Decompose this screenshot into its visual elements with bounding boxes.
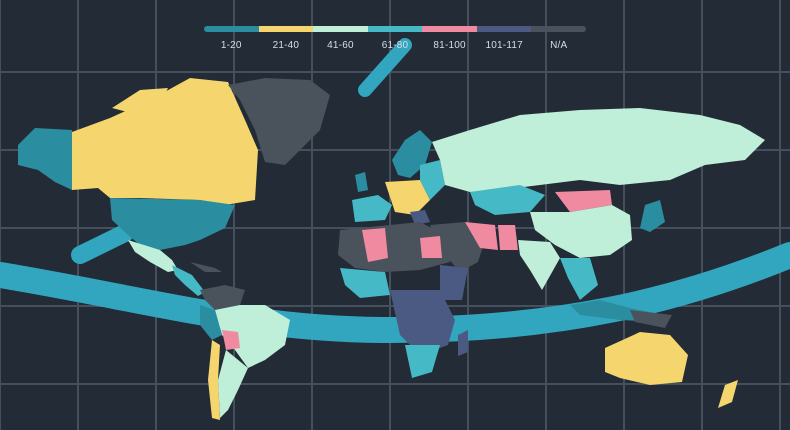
country-russia xyxy=(432,108,765,192)
country-india xyxy=(518,240,560,290)
country-central-europe xyxy=(385,180,430,215)
country-brazil xyxy=(215,305,290,368)
oceania xyxy=(605,310,738,408)
country-argentina xyxy=(218,350,248,418)
map-legend: 1-20 21-40 41-60 61-80 81-100 101-117 N/… xyxy=(204,26,586,56)
country-france-spain xyxy=(352,195,392,222)
country-mongolia xyxy=(555,190,612,212)
country-uk xyxy=(355,172,368,192)
legend-label: 61-80 xyxy=(381,40,409,51)
legend-swatch-101-117 xyxy=(476,26,532,32)
country-canada xyxy=(72,78,258,205)
country-central-africa xyxy=(390,290,455,355)
legend-swatch-1-20 xyxy=(204,26,259,32)
country-south-africa xyxy=(405,345,440,378)
caribbean xyxy=(190,262,222,272)
country-balkans xyxy=(410,210,430,225)
country-australia xyxy=(605,332,688,385)
country-west-africa xyxy=(340,268,390,298)
canada-islands xyxy=(112,88,168,114)
country-algeria xyxy=(362,228,388,262)
country-egypt xyxy=(420,236,442,258)
country-pakistan xyxy=(498,225,518,250)
north-america xyxy=(18,78,258,296)
legend-label: 1-20 xyxy=(220,40,242,51)
central-america xyxy=(172,265,205,296)
country-eastern-europe xyxy=(420,160,445,200)
africa xyxy=(338,222,468,378)
country-southeast-asia xyxy=(560,258,598,300)
country-peru xyxy=(200,305,222,340)
country-alaska xyxy=(18,128,72,190)
europe xyxy=(352,130,445,225)
legend-swatch-21-40 xyxy=(258,26,314,32)
country-madagascar xyxy=(458,330,468,356)
country-china xyxy=(530,205,632,258)
legend-swatch-na xyxy=(531,26,586,32)
country-mexico xyxy=(128,240,178,272)
legend-swatch-81-100 xyxy=(422,26,477,32)
legend-label: 81-100 xyxy=(433,40,466,51)
country-kazakhstan xyxy=(470,185,545,215)
legend-labels: 1-20 21-40 41-60 61-80 81-100 101-117 N/… xyxy=(204,40,586,51)
country-japan xyxy=(640,200,665,232)
legend-label: 41-60 xyxy=(327,40,354,51)
country-iran xyxy=(465,222,498,250)
country-bolivia xyxy=(222,330,240,350)
legend-label: N/A xyxy=(550,40,568,51)
legend-swatch-41-60 xyxy=(313,26,368,32)
legend-color-bar xyxy=(204,26,586,32)
country-papua xyxy=(630,310,672,328)
country-greenland xyxy=(228,78,330,165)
country-chile xyxy=(208,340,220,420)
legend-label: 101-117 xyxy=(485,40,523,51)
country-ethiopia xyxy=(440,265,468,300)
country-colombia-venezuela xyxy=(200,285,245,310)
country-usa xyxy=(110,198,235,250)
legend-swatch-61-80 xyxy=(367,26,423,32)
legend-label: 21-40 xyxy=(272,40,300,51)
country-new-zealand xyxy=(718,380,738,408)
south-america xyxy=(200,285,290,420)
